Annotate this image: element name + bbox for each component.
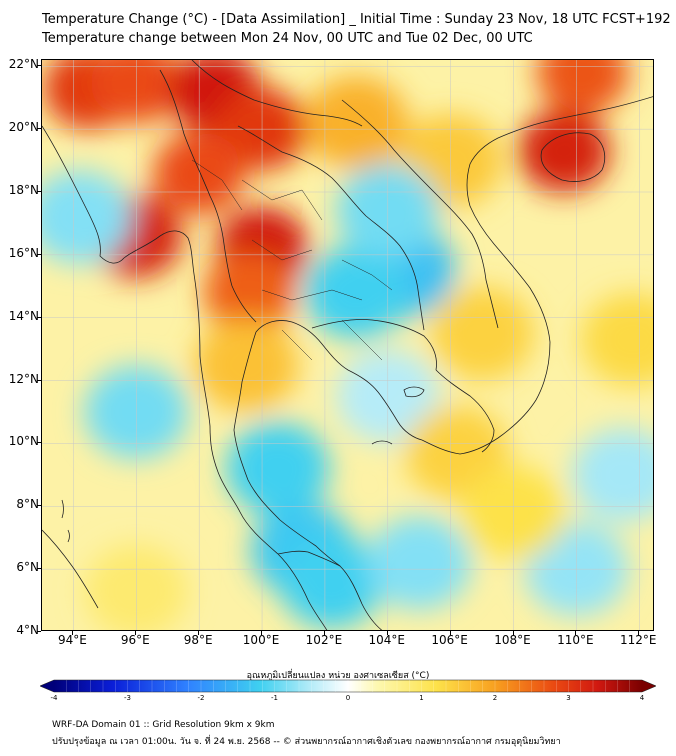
coastline-hainan	[540, 132, 606, 182]
field-blob	[304, 245, 409, 340]
latitude-tick-label: 18°N	[8, 183, 39, 197]
province-lines	[191, 159, 393, 361]
border-laos-vietnam	[341, 99, 499, 329]
colorbar	[40, 679, 656, 693]
copyright-info: ปรับปรุงข้อมูล ณ เวลา 01:00น. วัน จ. ที่…	[52, 737, 561, 747]
latitude-tick-label: 8°N	[16, 497, 39, 512]
coastline-peninsula-west	[193, 273, 328, 630]
longitude-tick-label: 108°E	[494, 633, 531, 647]
longitude-tick-label: 100°E	[242, 633, 280, 647]
coastline-gulf-head	[255, 320, 423, 441]
colorbar-tick-label: 4	[639, 694, 645, 702]
latitude-tick-mark	[37, 568, 41, 570]
latitude-tick-label: 6°N	[16, 560, 39, 575]
longitude-tick-label: 102°E	[305, 633, 343, 647]
border-myanmar-thailand	[159, 69, 257, 323]
border-thailand-malaysia	[277, 550, 341, 567]
model-info: WRF-DA Domain 01 :: Grid Resolution 9km …	[52, 720, 275, 730]
field-blob	[517, 109, 610, 193]
latitude-tick-label: 10°N	[8, 434, 39, 449]
longitude-tick-mark	[449, 631, 451, 635]
coastline-myanmar-west	[42, 125, 195, 275]
latitude-tick-mark	[37, 505, 41, 507]
field-blob	[536, 60, 629, 114]
coastlines-and-borders	[42, 60, 653, 630]
longitude-tick-label: 106°E	[431, 633, 468, 647]
colorbar-tick-label: 1	[419, 694, 424, 702]
coastline-peninsula-east	[233, 331, 383, 630]
temperature-change-map	[42, 60, 653, 630]
longitude-tick-label: 112°E	[620, 633, 657, 647]
latitude-tick-label: 22°N	[8, 57, 39, 72]
latitude-tick-label: 12°N	[8, 371, 39, 386]
border-thailand-laos	[237, 125, 425, 331]
longitude-tick-label: 98°E	[183, 633, 213, 647]
latitude-tick-mark	[37, 128, 41, 130]
colorbar-tick-label: -3	[124, 694, 131, 702]
latitude-tick-mark	[37, 253, 41, 255]
field-blob	[367, 516, 472, 610]
longitude-tick-mark	[323, 631, 325, 635]
island-nicobar	[67, 529, 70, 543]
coastline-south-china	[543, 96, 653, 123]
island-mekong-delta	[371, 440, 393, 445]
colorbar-separators	[66, 680, 630, 692]
graticule	[42, 60, 653, 630]
longitude-tick-label: 94°E	[57, 633, 87, 647]
field-blob	[42, 170, 132, 264]
latitude-tick-mark	[37, 379, 41, 381]
island-andaman	[61, 499, 64, 519]
field-blob	[581, 292, 653, 387]
border-cambodia-vietnam	[435, 369, 495, 453]
longitude-tick-label: 96°E	[120, 633, 150, 647]
latitude-tick-label: 4°N	[16, 623, 39, 637]
longitude-tick-label: 104°E	[368, 633, 406, 647]
latitude-tick-mark	[37, 65, 41, 67]
longitude-tick-mark	[198, 631, 200, 635]
latitude-tick-mark	[37, 631, 41, 632]
colorbar-tick-label: 2	[492, 694, 498, 702]
colorbar-label: อุณหภูมิเปลี่ยนแปลง หน่วย องศาเซลเซียส (…	[246, 671, 430, 681]
field-blob	[430, 286, 535, 381]
map-panel	[41, 59, 654, 631]
longitude-tick-mark	[512, 631, 514, 635]
longitude-tick-label: 110°E	[557, 633, 594, 647]
map-title: Temperature Change (°C) - [Data Assimila…	[42, 12, 671, 27]
longitude-tick-mark	[386, 631, 388, 635]
longitude-tick-mark	[72, 631, 74, 635]
colorbar-bar	[40, 679, 656, 693]
latitude-tick-label: 20°N	[8, 120, 39, 135]
latitude-tick-label: 16°N	[8, 245, 39, 260]
longitude-tick-mark	[261, 631, 263, 635]
colorbar-tick-label: 0	[345, 694, 351, 702]
coastline-vietnam	[421, 121, 551, 455]
colorbar-tick-label: -4	[50, 694, 58, 702]
longitude-tick-mark	[638, 631, 640, 635]
field-blob	[203, 251, 296, 334]
latitude-tick-mark	[37, 191, 41, 192]
latitude-tick-mark	[37, 442, 41, 444]
temperature-field	[42, 60, 653, 630]
field-blob	[571, 428, 653, 522]
colorbar-tick-label: -1	[271, 694, 278, 702]
longitude-tick-mark	[135, 631, 137, 635]
lake-tonle-sap	[403, 386, 425, 398]
field-blob	[279, 534, 384, 629]
border-thailand-cambodia	[311, 319, 437, 371]
latitude-tick-label: 14°N	[8, 308, 39, 323]
colorbar-tick-label: -2	[197, 694, 205, 702]
coastline-sumatra	[42, 529, 99, 609]
border-china	[191, 60, 363, 127]
colorbar-tick-label: 3	[566, 694, 571, 702]
longitude-tick-mark	[575, 631, 577, 635]
latitude-tick-mark	[37, 316, 41, 318]
field-blob	[225, 421, 330, 516]
map-subtitle: Temperature change between Mon 24 Nov, 0…	[42, 31, 533, 46]
